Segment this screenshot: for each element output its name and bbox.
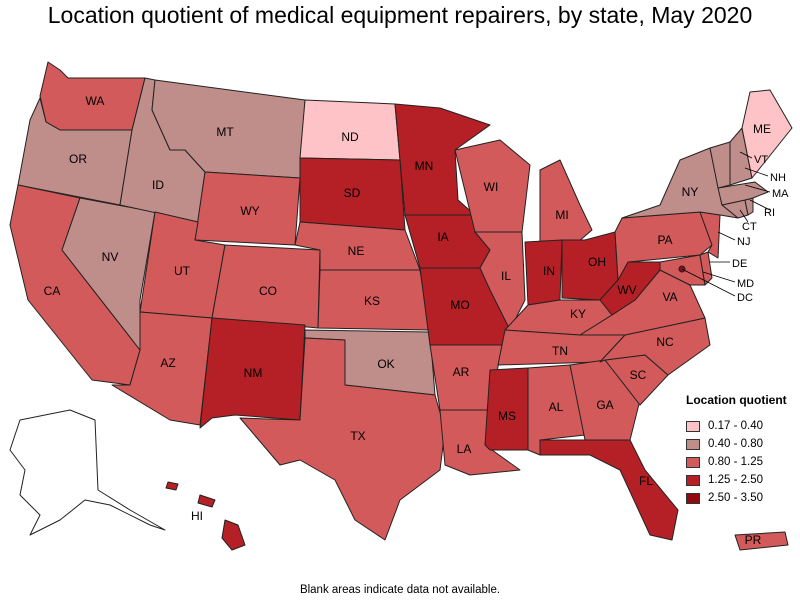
label-nv: NV [102,250,119,264]
label-me: ME [753,122,771,136]
label-pa: PA [657,233,672,247]
state-hi[interactable] [221,519,246,551]
legend-swatch-1 [686,438,700,450]
legend-label-3: 1.25 - 2.50 [708,474,763,486]
legend-label-4: 2.50 - 3.50 [708,492,763,504]
label-oh: OH [588,255,606,269]
label-ny: NY [682,185,699,199]
legend-title: Location quotient [686,393,787,407]
label-ut: UT [174,264,191,278]
label-hi: HI [191,509,203,523]
label-ne: NE [348,244,365,258]
state-mi[interactable] [539,159,593,246]
legend-swatch-2 [686,456,700,468]
label-md: MD [737,278,754,290]
label-nm: NM [244,366,263,380]
legend: Location quotient 0.17 - 0.40 0.40 - 0.8… [686,393,796,507]
legend-item-1: 0.40 - 0.80 [686,435,796,453]
legend-swatch-3 [686,474,700,486]
label-or: OR [69,152,87,166]
state-de[interactable] [699,251,713,286]
legend-item-2: 0.80 - 1.25 [686,453,796,471]
label-wa: WA [86,94,105,108]
label-leader-lines [681,151,771,297]
state-labels: WA OR CA NV ID MT WY UT CO AZ NM ND SD N… [44,94,789,547]
label-ri: RI [764,207,775,219]
label-la: LA [457,442,472,456]
label-ct: CT [742,221,757,233]
legend-label-2: 0.80 - 1.25 [708,456,763,468]
label-ca: CA [44,284,61,298]
label-wv: WV [617,283,636,297]
label-tn: TN [552,344,568,358]
state-fl[interactable] [539,439,679,541]
label-va: VA [662,290,677,304]
label-nj: NJ [737,236,750,248]
label-dc: DC [737,292,753,304]
legend-swatch-0 [686,420,700,432]
label-mn: MN [415,159,434,173]
label-ks: KS [364,294,380,308]
legend-item-0: 0.17 - 0.40 [686,417,796,435]
label-tx: TX [350,429,365,443]
label-mo: MO [450,298,469,312]
label-al: AL [549,400,564,414]
label-wi: WI [484,180,499,194]
label-ar: AR [453,365,470,379]
label-ok: OK [377,357,394,371]
legend-label-1: 0.40 - 0.80 [708,438,763,450]
label-az: AZ [160,356,175,370]
state-tx[interactable] [239,337,446,541]
hawaii-islands [165,481,246,551]
legend-swatch-4 [686,492,700,504]
label-ms: MS [498,409,516,423]
label-fl: FL [639,474,653,488]
label-vt: VT [754,154,768,166]
state-il[interactable] [474,231,526,331]
legend-label-0: 0.17 - 0.40 [708,420,763,432]
label-sd: SD [344,186,361,200]
state-hi-island[interactable] [165,481,179,491]
label-sc: SC [630,368,647,382]
legend-item-3: 1.25 - 2.50 [686,471,796,489]
label-mt: MT [216,125,234,139]
state-pr[interactable] [734,531,789,551]
map-title: Location quotient of medical equipment r… [47,2,753,28]
state-wi[interactable] [454,139,531,233]
label-id: ID [152,178,164,192]
label-in: IN [543,264,555,278]
label-pr: PR [745,533,762,547]
label-ky: KY [570,307,586,321]
label-ma: MA [772,188,789,200]
label-co: CO [259,284,277,298]
state-nm[interactable] [199,317,306,429]
label-nd: ND [341,130,359,144]
label-wy: WY [240,204,259,218]
label-ia: IA [437,230,448,244]
footnote: Blank areas indicate data not available. [299,584,501,596]
label-nh: NH [770,172,786,184]
state-hi-island[interactable] [197,494,216,508]
state-mn[interactable] [394,103,491,216]
label-mi: MI [555,208,568,222]
label-ga: GA [596,398,613,412]
label-de: DE [732,258,747,270]
state-ms[interactable] [484,367,529,451]
legend-item-4: 2.50 - 3.50 [686,489,796,507]
label-il: IL [501,269,511,283]
label-nc: NC [656,335,674,349]
state-ak[interactable] [9,409,166,536]
